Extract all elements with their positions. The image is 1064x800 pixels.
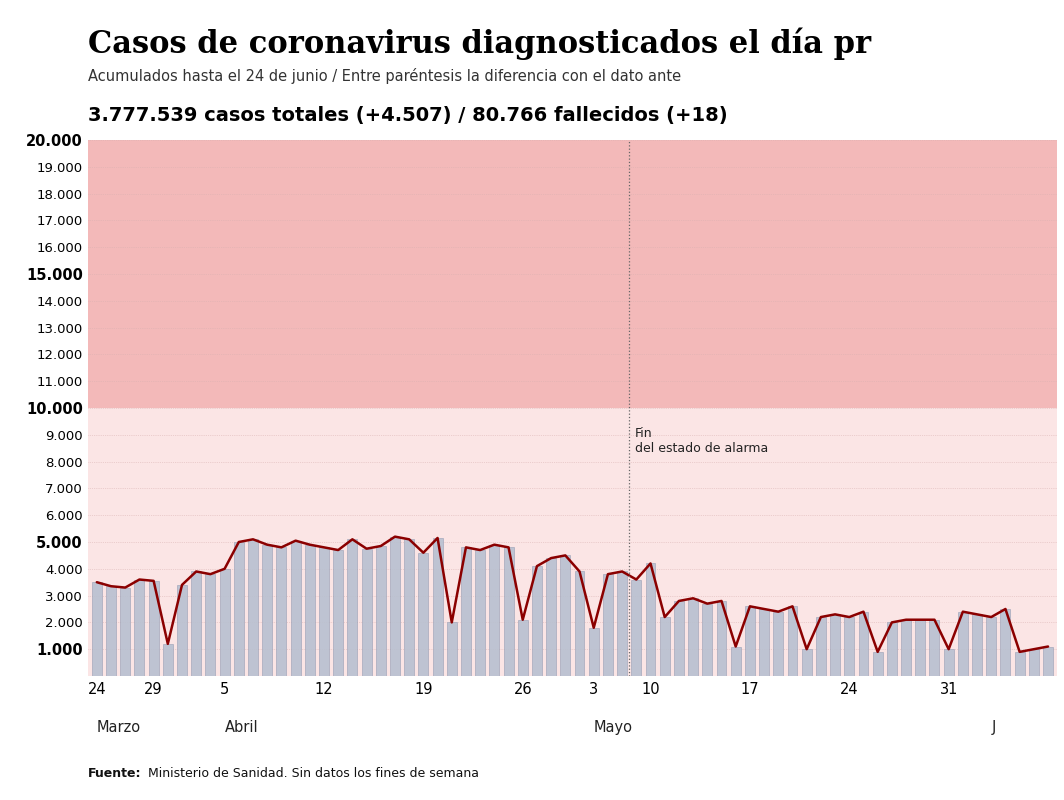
Bar [333, 550, 344, 676]
Bar [631, 579, 642, 676]
Bar [234, 542, 244, 676]
Bar [205, 574, 215, 676]
Bar [958, 612, 968, 676]
Bar [106, 586, 116, 676]
Bar [390, 537, 400, 676]
Bar [92, 582, 102, 676]
Bar [915, 620, 926, 676]
Text: J: J [992, 720, 996, 735]
Bar [304, 545, 315, 676]
Bar [219, 569, 230, 676]
Bar [575, 571, 584, 676]
Bar [887, 622, 897, 676]
Bar [348, 539, 358, 676]
Bar [944, 650, 953, 676]
Bar [787, 606, 797, 676]
Text: Fin
del estado de alarma: Fin del estado de alarma [635, 426, 768, 454]
Bar [503, 547, 514, 676]
Bar [986, 617, 996, 676]
Bar [872, 652, 883, 676]
Bar [930, 620, 940, 676]
Bar [716, 601, 727, 676]
Bar [1029, 650, 1038, 676]
Bar [476, 550, 485, 676]
Text: Abril: Abril [225, 720, 259, 735]
Bar [1000, 609, 1011, 676]
Bar [588, 628, 599, 676]
Bar [801, 650, 812, 676]
Bar [660, 617, 669, 676]
Bar [745, 606, 754, 676]
Bar [433, 538, 443, 676]
Text: Acumulados hasta el 24 de junio / Entre paréntesis la diferencia con el dato ant: Acumulados hasta el 24 de junio / Entre … [88, 68, 681, 84]
Bar [1043, 646, 1053, 676]
Bar [134, 579, 145, 676]
Bar [845, 617, 854, 676]
Bar [518, 620, 528, 676]
Bar [674, 601, 684, 676]
Text: Ministerio de Sanidad. Sin datos los fines de semana: Ministerio de Sanidad. Sin datos los fin… [144, 767, 479, 780]
Bar [561, 555, 570, 676]
Bar [489, 545, 499, 676]
Bar [901, 620, 911, 676]
Text: Marzo: Marzo [97, 720, 140, 735]
Bar [177, 585, 187, 676]
Bar [376, 546, 386, 676]
Bar [262, 545, 272, 676]
Bar [290, 541, 300, 676]
Bar [88, 408, 1057, 676]
Bar [277, 547, 286, 676]
Bar [319, 547, 329, 676]
Bar [731, 646, 741, 676]
Bar [163, 644, 172, 676]
Bar [404, 539, 414, 676]
Bar [120, 587, 130, 676]
Text: 3.777.539 casos totales (+4.507) / 80.766 fallecidos (+18): 3.777.539 casos totales (+4.507) / 80.76… [88, 106, 728, 125]
Text: Casos de coronavirus diagnosticados el día pr: Casos de coronavirus diagnosticados el d… [88, 28, 871, 61]
Bar [830, 614, 841, 676]
Bar [972, 614, 982, 676]
Bar [362, 549, 371, 676]
Text: Fuente:: Fuente: [88, 767, 142, 780]
Bar [1015, 652, 1025, 676]
Bar [759, 609, 769, 676]
Text: Mayo: Mayo [594, 720, 633, 735]
Bar [248, 539, 257, 676]
Bar [688, 598, 698, 676]
Bar [418, 553, 429, 676]
Bar [646, 563, 655, 676]
Bar [859, 612, 868, 676]
Bar [702, 604, 712, 676]
Bar [546, 558, 556, 676]
Bar [447, 622, 456, 676]
Bar [88, 140, 1057, 408]
Bar [603, 574, 613, 676]
Bar [816, 617, 826, 676]
Bar [617, 571, 627, 676]
Bar [192, 571, 201, 676]
Bar [149, 581, 159, 676]
Bar [532, 566, 542, 676]
Bar [774, 612, 783, 676]
Bar [461, 547, 471, 676]
